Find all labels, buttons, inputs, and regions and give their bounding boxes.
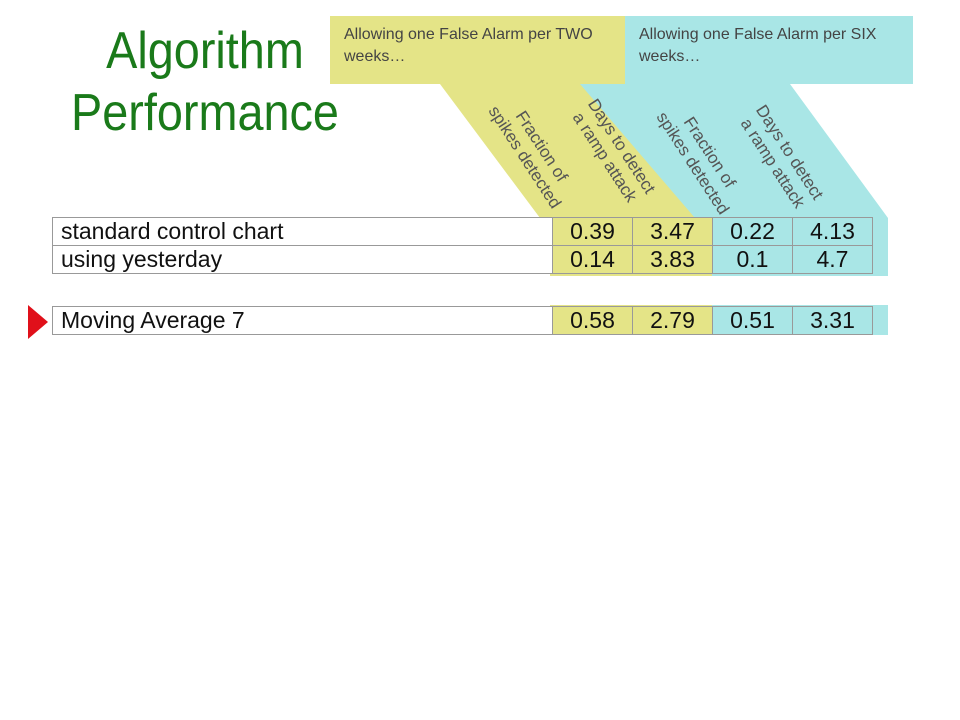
cell-value: 0.22	[712, 217, 793, 246]
row-label: using yesterday	[52, 245, 553, 274]
row-label: Moving Average 7	[52, 306, 553, 335]
cell-value: 4.7	[792, 245, 873, 274]
cell-value: 0.51	[712, 306, 793, 335]
page-title: Algorithm Performance	[57, 20, 354, 144]
cell-value: 3.31	[792, 306, 873, 335]
highlight-arrow-icon	[28, 305, 48, 339]
table-row: using yesterday 0.14 3.83 0.1 4.7	[52, 245, 873, 274]
table-row: Moving Average 7 0.58 2.79 0.51 3.31	[52, 306, 873, 335]
cell-value: 2.79	[632, 306, 713, 335]
group-header-six-weeks: Allowing one False Alarm per SIX weeks…	[625, 16, 913, 84]
results-table-bottom: Moving Average 7 0.58 2.79 0.51 3.31	[52, 306, 873, 335]
group-header-two-weeks: Allowing one False Alarm per TWO weeks…	[330, 16, 625, 84]
cell-value: 3.83	[632, 245, 713, 274]
cell-value: 0.39	[552, 217, 633, 246]
row-label: standard control chart	[52, 217, 553, 246]
cell-value: 0.14	[552, 245, 633, 274]
cell-value: 0.1	[712, 245, 793, 274]
table-row: standard control chart 0.39 3.47 0.22 4.…	[52, 217, 873, 246]
title-line-1: Algorithm	[106, 22, 304, 80]
cell-value: 4.13	[792, 217, 873, 246]
title-line-2: Performance	[71, 84, 339, 142]
cell-value: 0.58	[552, 306, 633, 335]
results-table-top: standard control chart 0.39 3.47 0.22 4.…	[52, 217, 873, 274]
cell-value: 3.47	[632, 217, 713, 246]
